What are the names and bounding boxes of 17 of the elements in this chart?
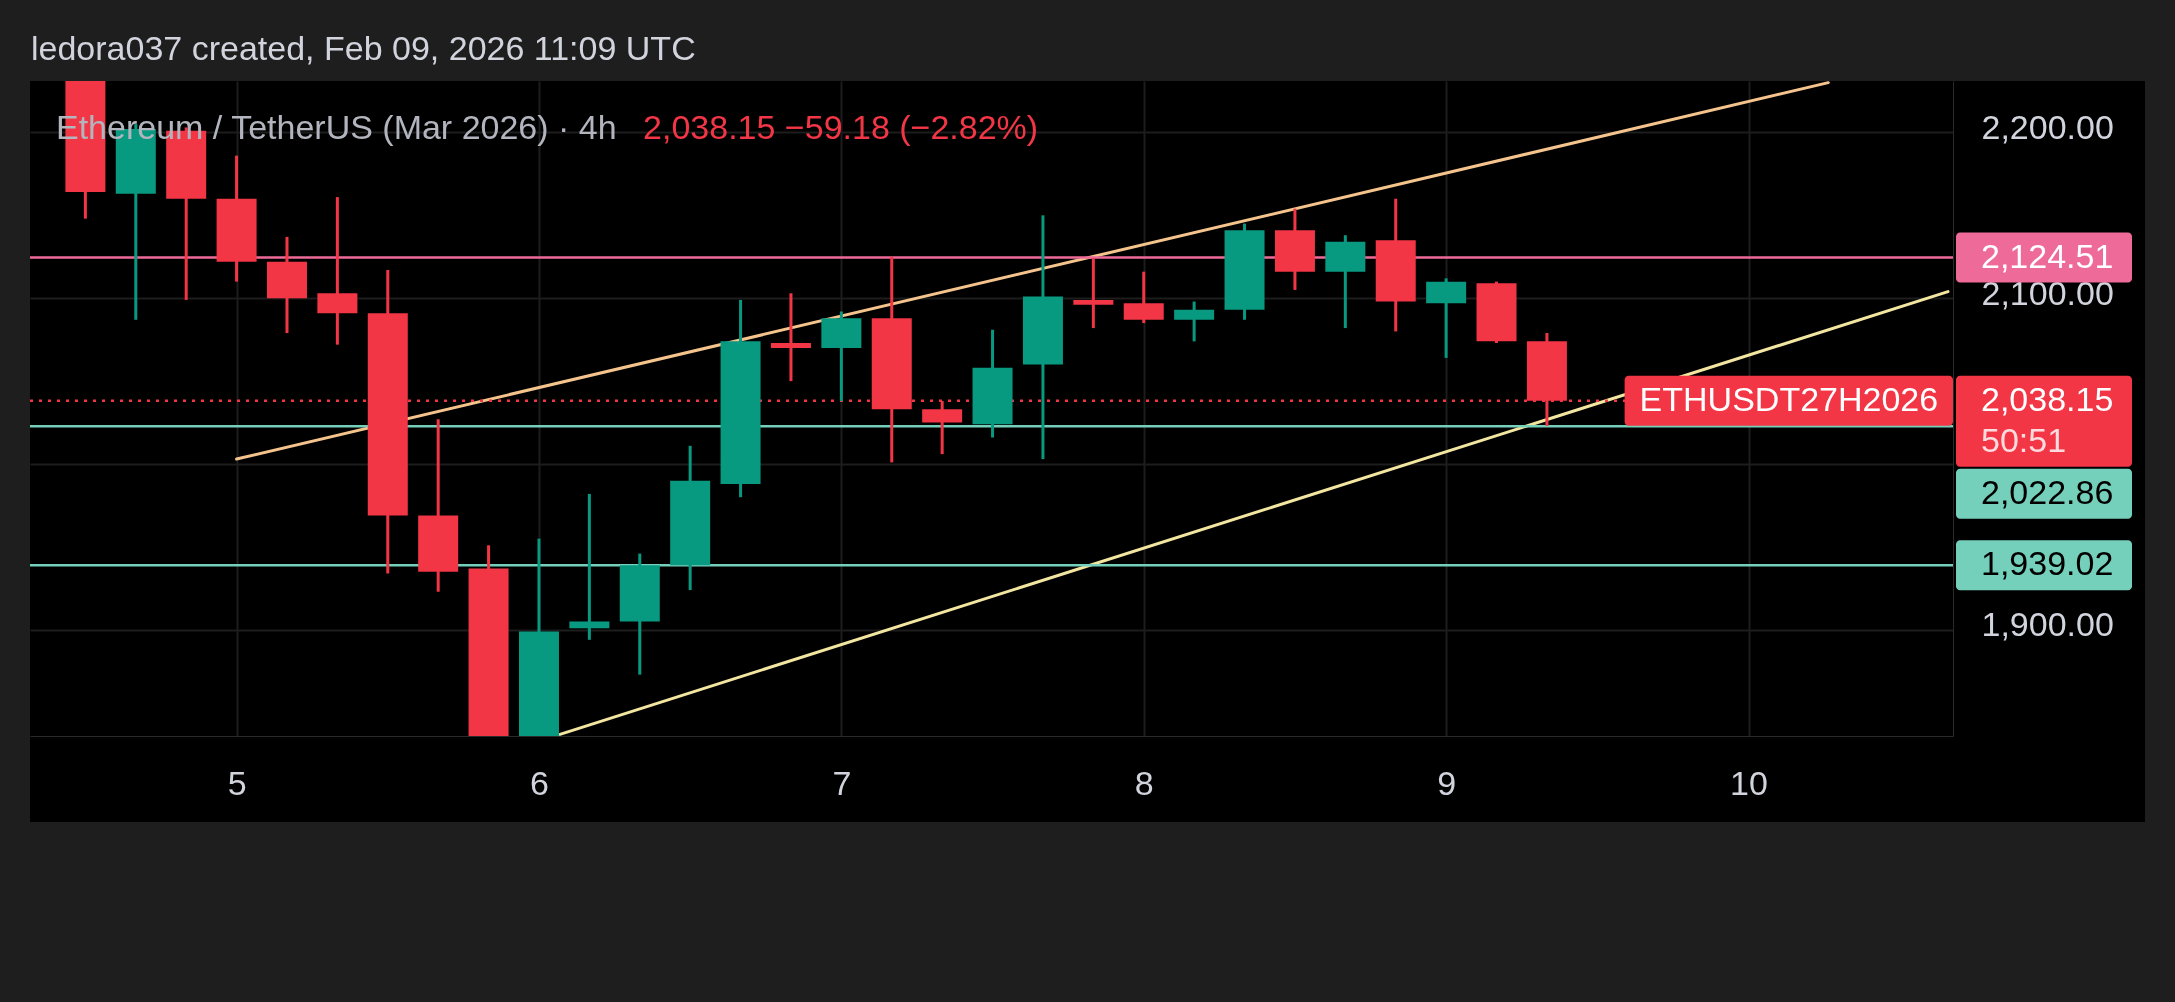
x-tick-label: 9 — [1437, 763, 1457, 802]
y-tick-label: 2,100.00 — [1981, 273, 2114, 312]
text: Ethereum / TetherUS (Mar 2026) · 4h — [56, 108, 617, 146]
text: ledora037 created, Feb 09, 2026 11:09 UTC — [31, 29, 696, 67]
ref-line-label: 2,038.15 50:51 — [1981, 379, 2114, 459]
annotation: 2,038.15 −59.18 (−2.82%) — [643, 108, 1039, 146]
x-tick-label: 7 — [832, 763, 852, 802]
y-tick-label: 2,200.00 — [1981, 107, 2114, 146]
y-tick-label: 1,900.00 — [1981, 605, 2114, 644]
x-tick-label: 5 — [227, 763, 247, 802]
x-tick-label: 6 — [530, 763, 549, 802]
annotation: ETHUSDT27H2026 — [1639, 379, 1939, 418]
ref-line-label: 1,939.02 — [1981, 544, 2114, 583]
ref-line-label: 2,022.86 — [1981, 472, 2114, 511]
x-tick-label: 8 — [1134, 763, 1154, 802]
x-tick-label: 10 — [1730, 763, 1768, 802]
ref-line-label: 2,124.51 — [1981, 236, 2114, 275]
